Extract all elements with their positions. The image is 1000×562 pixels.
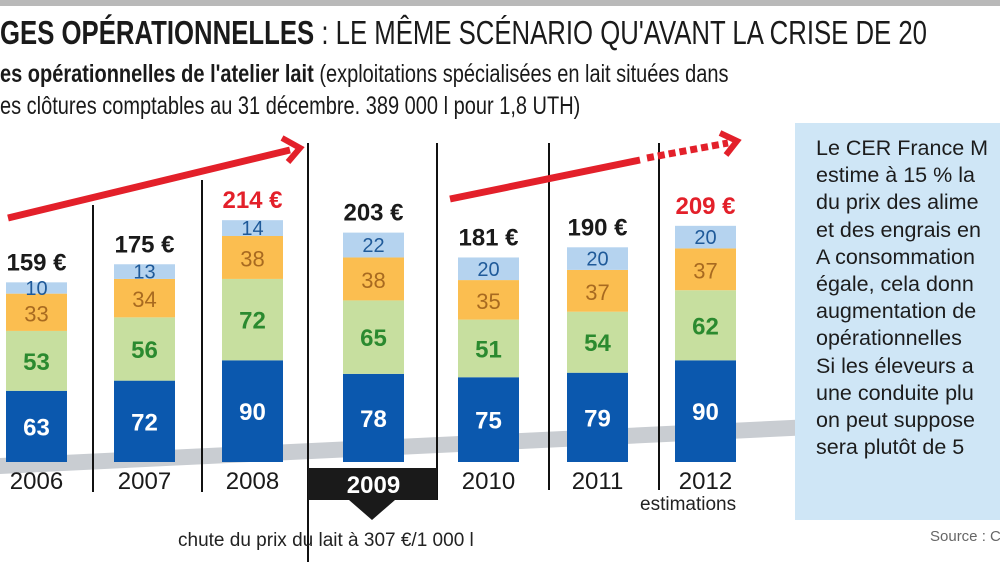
page-title: GES OPÉRATIONNELLES : LE MÊME SCÉNARIO Q… [0,14,928,51]
x-tick-label: 2012 [679,468,732,495]
data-label: 13 [133,262,155,284]
bar-segment-2009-0 [343,373,404,462]
data-label: 63 [23,414,50,441]
data-label: 65 [360,325,387,352]
x-tick-label: 2009 [347,472,400,499]
highlight-2009-box [308,468,437,520]
data-label: 78 [360,406,387,433]
annotation-2009: chute du prix du lait à 307 €/1 000 l [178,530,474,551]
bar-segment-2007-1 [114,317,175,381]
x-tick-label: 2010 [462,468,515,495]
bar-segment-2007-3 [114,264,175,279]
data-label: 38 [361,268,385,293]
bar-segment-2012-1 [675,290,736,361]
bar-segment-2011-2 [567,269,628,312]
data-label: 20 [694,227,716,249]
data-label: 22 [362,235,384,257]
data-label: 72 [239,308,266,335]
data-label: 34 [132,287,156,312]
bar-segment-2006-3 [6,282,67,294]
total-label: 203 € [343,200,403,227]
subtitle: es opérationnelles de l'atelier lait (ex… [0,60,729,88]
data-label: 90 [692,399,719,426]
data-label: 75 [475,408,502,435]
annotation-2012: estimations [640,494,737,515]
total-label: 209 € [675,193,735,220]
bar-segment-2007-2 [114,278,175,318]
data-label: 72 [131,409,158,436]
x-tick-label: 2011 [572,468,624,495]
bar-segment-2008-0 [222,360,283,462]
total-label: 175 € [114,231,174,258]
bar-segment-2009-2 [343,257,404,301]
data-label: 14 [241,218,263,240]
data-label: 33 [24,301,48,326]
total-label: 214 € [222,187,282,214]
bar-segment-2006-0 [6,390,67,462]
bar-segment-2009-3 [343,232,404,258]
data-label: 62 [692,313,719,340]
data-label: 37 [585,280,609,305]
bar-segment-2006-1 [6,330,67,391]
data-label: 51 [475,336,502,363]
bar-segment-2012-0 [675,360,736,462]
callout-text: Le CER France M estime à 15 % la du prix… [816,136,989,460]
bar-segment-2008-3 [222,220,283,236]
data-label: 38 [240,246,264,271]
top-border [0,0,1000,6]
trend-arrow-line [7,146,291,222]
data-label: 54 [584,330,611,357]
data-label: 90 [239,399,266,426]
bar-segment-2012-3 [675,225,736,249]
bar-segment-2009-1 [343,300,404,374]
total-label: 190 € [567,214,627,241]
data-label: 20 [477,259,499,281]
bar-segment-2011-3 [567,247,628,270]
source: Source : C [930,528,1000,545]
data-label: 35 [476,289,500,314]
trend-arrow-line-2 [449,156,641,203]
x-tick-label: 2007 [118,468,171,495]
x-tick-label: 2008 [226,468,279,495]
bar-segment-2008-2 [222,236,283,279]
data-label: 10 [25,278,47,300]
data-label: 56 [131,337,158,364]
bar-segment-2011-1 [567,311,628,373]
data-label: 53 [23,349,50,376]
bar-segment-2010-0 [458,377,519,462]
total-label: 181 € [458,224,518,251]
bar-segment-2008-1 [222,278,283,361]
bar-segment-2007-0 [114,380,175,462]
bar-segment-2011-0 [567,372,628,462]
data-label: 79 [584,405,611,432]
data-label: 20 [586,249,608,271]
subtitle-line-2: es clôtures comptables au 31 décembre. 3… [0,92,581,120]
x-tick-label: 2006 [10,468,63,495]
bar-segment-2010-3 [458,257,519,281]
trend-arrowhead [280,135,305,164]
bar-segment-2010-2 [458,280,519,320]
bar-segment-2010-1 [458,319,519,378]
bar-segment-2006-2 [6,293,67,331]
callout-box: Le CER France M estime à 15 % la du prix… [795,123,1000,520]
data-label: 37 [693,258,717,283]
trend-arrow-dotted [646,139,729,162]
total-label: 159 € [6,249,66,276]
bar-segment-2012-2 [675,248,736,291]
trend-arrowhead-2 [718,130,742,157]
